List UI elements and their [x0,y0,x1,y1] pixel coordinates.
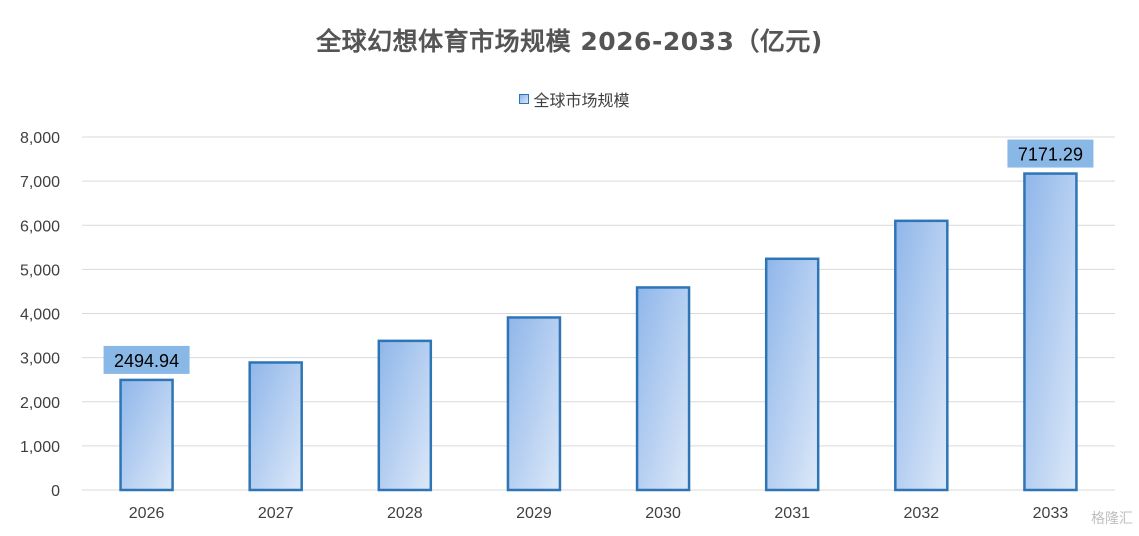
bar [764,257,820,492]
y-tick-label: 8,000 [20,130,60,147]
bar [1023,172,1078,492]
legend-swatch [519,94,530,104]
legend-label: 全球市场规模 [533,91,630,110]
y-tick-label: 5,000 [20,262,60,279]
chart-title: 全球幻想体育市场规模 2026-2033（亿元) [316,27,823,56]
data-label: 7171.29 [1018,145,1083,165]
x-tick-label: 2033 [1033,505,1069,522]
legend: 全球市场规模 [0,87,1139,111]
bar [894,219,949,492]
bar [506,316,562,492]
y-tick-label: 1,000 [20,439,60,456]
y-tick-label: 3,000 [20,351,60,368]
x-tick-label: 2026 [129,505,165,522]
bar [635,286,691,492]
y-tick-label: 4,000 [20,307,60,324]
x-tick-label: 2028 [387,505,423,522]
bar [248,361,303,492]
x-tick-label: 2032 [904,505,940,522]
y-tick-label: 7,000 [20,174,60,191]
data-label-box [103,345,190,374]
y-tick-label: 2,000 [20,395,60,412]
y-tick-label: 0 [51,483,60,500]
bar [119,378,174,492]
data-label-box [1007,139,1094,168]
x-tick-label: 2029 [516,505,552,522]
y-tick-label: 6,000 [20,218,60,235]
x-tick-label: 2027 [258,505,294,522]
watermark: 格隆汇 [1091,511,1133,527]
x-tick-label: 2031 [774,505,810,522]
x-tick-label: 2030 [645,505,681,522]
data-label: 2494.94 [114,351,179,371]
bar [377,339,433,492]
